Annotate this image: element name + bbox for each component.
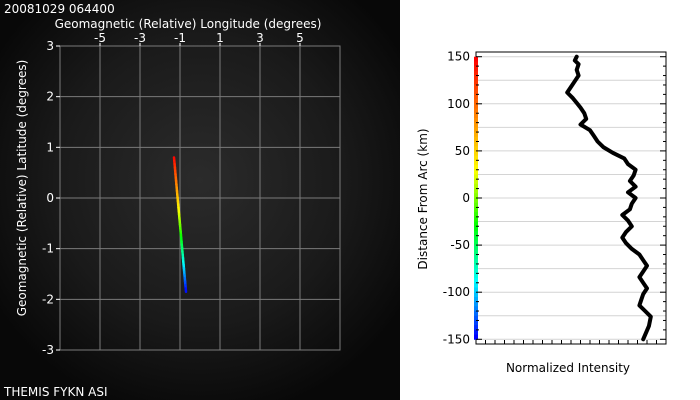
colorbar-segment bbox=[474, 66, 478, 72]
map-panel: -5 -3 -1 1 3 5 -3 -2 -1 0 1 2 3 20081029 064400 Geom… bbox=[0, 0, 400, 400]
map-y-tick-label: 3 bbox=[46, 39, 54, 53]
colorbar-segment bbox=[474, 292, 478, 298]
map-y-tick-label: 0 bbox=[46, 191, 54, 205]
colorbar-segment bbox=[474, 174, 478, 180]
colorbar-segment bbox=[474, 127, 478, 133]
colorbar-segment bbox=[474, 221, 478, 227]
colorbar-segment bbox=[474, 56, 478, 62]
map-x-tick-label: -5 bbox=[94, 31, 106, 45]
map-x-tick-label: 1 bbox=[216, 31, 224, 45]
map-y-tick-label: -2 bbox=[42, 292, 54, 306]
colorbar-segment bbox=[474, 273, 478, 279]
colorbar-segment bbox=[474, 278, 478, 284]
map-x-tick-label: 3 bbox=[256, 31, 264, 45]
intensity-y-tick-label: 150 bbox=[447, 50, 470, 64]
intensity-y-tick-label: 100 bbox=[447, 97, 470, 111]
colorbar-segment bbox=[474, 329, 478, 336]
colorbar-segment bbox=[474, 160, 478, 166]
colorbar-segment bbox=[474, 240, 478, 246]
colorbar-segment bbox=[474, 235, 478, 241]
map-x-tick-label: -1 bbox=[174, 31, 186, 45]
colorbar-segment bbox=[474, 155, 478, 161]
colorbar-segment bbox=[474, 113, 478, 119]
colorbar-segment bbox=[474, 282, 478, 288]
colorbar-segment bbox=[474, 193, 478, 199]
map-y-tick-label: 2 bbox=[46, 90, 54, 104]
colorbar-segment bbox=[474, 315, 478, 321]
intensity-profile-line bbox=[565, 54, 653, 342]
intensity-chart: -150 -100 -50 0 50 100 150 Distance From Arc (… bbox=[416, 50, 667, 375]
colorbar-segment bbox=[474, 117, 478, 124]
colorbar-segment bbox=[474, 301, 478, 307]
colorbar-segment bbox=[474, 136, 478, 142]
map-y-tick-label: -3 bbox=[42, 343, 54, 357]
intensity-y-tick-label: 50 bbox=[455, 144, 470, 158]
colorbar-segment bbox=[474, 183, 478, 190]
colorbar-segment bbox=[474, 169, 478, 175]
intensity-y-tick-label: -100 bbox=[443, 285, 470, 299]
colorbar-segment bbox=[474, 306, 478, 312]
colorbar-segment bbox=[474, 259, 478, 265]
colorbar-segment bbox=[474, 334, 478, 340]
colorbar-segment bbox=[474, 254, 478, 260]
colorbar-segment bbox=[474, 216, 478, 223]
colorbar-segment bbox=[474, 202, 478, 208]
colorbar-segment bbox=[474, 198, 478, 204]
colorbar-segment bbox=[474, 207, 478, 213]
intensity-y-axis-label: Distance From Arc (km) bbox=[416, 128, 430, 269]
colorbar-segment bbox=[474, 141, 478, 147]
colorbar-segment bbox=[474, 94, 478, 100]
colorbar-segment bbox=[474, 230, 478, 237]
colorbar-segment bbox=[474, 70, 478, 77]
colorbar-segment bbox=[474, 165, 478, 171]
sky-background bbox=[0, 0, 400, 400]
colorbar-segment bbox=[474, 179, 478, 185]
colorbar-segment bbox=[474, 89, 478, 95]
colorbar-segment bbox=[474, 132, 478, 138]
colorbar-segment bbox=[474, 287, 478, 293]
colorbar-segment bbox=[474, 226, 478, 232]
timestamp-label: 20081029 064400 bbox=[4, 2, 115, 16]
intensity-y-tick-label: -150 bbox=[443, 332, 470, 346]
colorbar-segment bbox=[474, 108, 478, 114]
colorbar-segment bbox=[474, 80, 478, 86]
colorbar-segment bbox=[474, 188, 478, 194]
map-chart: -5 -3 -1 1 3 5 -3 -2 -1 0 1 2 3 20081029 064400 Geom… bbox=[0, 0, 400, 400]
distance-colorbar bbox=[474, 56, 478, 340]
intensity-axis-ticks: -150 -100 -50 0 50 100 150 bbox=[443, 50, 667, 346]
colorbar-segment bbox=[474, 212, 478, 218]
map-axis-ticks: -5 -3 -1 1 3 5 -3 -2 -1 0 1 2 3 bbox=[42, 31, 304, 357]
arc-line bbox=[172, 156, 188, 293]
intensity-y-tick-label: 0 bbox=[462, 191, 470, 205]
colorbar-segment bbox=[474, 249, 478, 256]
intensity-profile-path bbox=[565, 54, 653, 342]
map-y-axis-label: Geomagnetic (Relative) Latitude (degrees… bbox=[15, 60, 29, 317]
colorbar-segment bbox=[474, 325, 478, 331]
station-label: THEMIS FYKN ASI bbox=[3, 385, 108, 399]
colorbar-segment bbox=[474, 150, 478, 157]
colorbar-segment bbox=[474, 146, 478, 152]
colorbar-segment bbox=[474, 311, 478, 317]
colorbar-segment bbox=[474, 296, 478, 303]
colorbar-segment bbox=[474, 103, 478, 110]
map-x-tick-label: 5 bbox=[296, 31, 304, 45]
colorbar-segment bbox=[474, 61, 478, 67]
colorbar-segment bbox=[474, 245, 478, 251]
intensity-x-axis-label: Normalized Intensity bbox=[506, 361, 630, 375]
map-y-tick-label: 1 bbox=[46, 140, 54, 154]
colorbar-segment bbox=[474, 263, 478, 270]
colorbar-segment bbox=[474, 268, 478, 274]
map-x-tick-label: -3 bbox=[134, 31, 146, 45]
colorbar-segment bbox=[474, 75, 478, 81]
intensity-panel: -150 -100 -50 0 50 100 150 Distance From Arc (… bbox=[400, 0, 700, 400]
map-y-tick-label: -1 bbox=[42, 242, 54, 256]
map-x-axis-label: Geomagnetic (Relative) Longitude (degree… bbox=[55, 17, 322, 31]
intensity-y-tick-label: -50 bbox=[450, 238, 470, 252]
colorbar-segment bbox=[474, 99, 478, 105]
colorbar-segment bbox=[474, 84, 478, 91]
colorbar-segment bbox=[474, 320, 478, 326]
colorbar-segment bbox=[474, 122, 478, 128]
